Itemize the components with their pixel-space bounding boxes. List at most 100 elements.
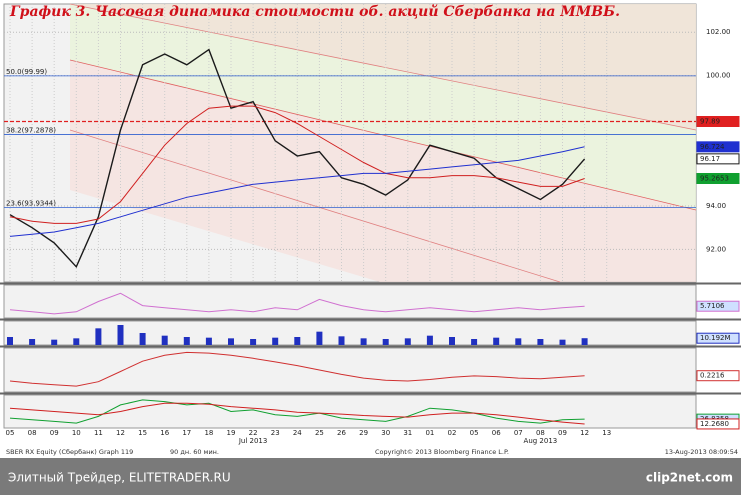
volume-bar	[294, 337, 301, 345]
volume-bar	[426, 335, 433, 345]
volume-bar	[117, 325, 124, 345]
x-tick-label: 26	[337, 429, 346, 437]
indicator-panel	[3, 284, 697, 319]
footer-copyright: Copyright© 2013 Bloomberg Finance L.P.	[375, 448, 509, 456]
period-label: Aug 2013	[524, 437, 558, 445]
banner	[0, 458, 741, 495]
channel-line	[69, 3, 697, 131]
x-tick-label: 17	[182, 429, 191, 437]
volume-bar	[471, 339, 478, 345]
x-tick-label: 11	[94, 429, 103, 437]
volume-bar	[73, 338, 80, 345]
x-tick-label: 12	[580, 429, 589, 437]
fib-label: 50.0(99.99)	[6, 68, 47, 76]
x-tick-label: 05	[6, 429, 15, 437]
x-tick-label: 02	[448, 429, 457, 437]
x-tick-label: 16	[160, 429, 169, 437]
volume-bar	[250, 339, 257, 345]
x-tick-label: 15	[138, 429, 147, 437]
x-tick-label: 30	[381, 429, 390, 437]
footer-period: 90 дн. 60 мин.	[170, 448, 219, 456]
panel-label: 0.2216	[700, 372, 725, 380]
indicator-panel	[3, 347, 697, 393]
x-tick-label: 18	[204, 429, 213, 437]
x-tick-label: 07	[514, 429, 523, 437]
panel-tag	[696, 370, 740, 382]
panel-label: 12.2680	[700, 420, 729, 428]
level-tag	[696, 115, 740, 127]
series-line	[9, 402, 585, 425]
panel-tag	[696, 300, 740, 312]
volume-bar	[7, 337, 13, 345]
series-line	[9, 146, 585, 237]
volume-bar	[161, 335, 168, 345]
panel-tag	[696, 332, 740, 344]
x-tick-label: 19	[227, 429, 236, 437]
panel-label: 5.7106	[700, 302, 725, 310]
volume-bar	[272, 337, 279, 345]
fib-label: 23.6(93.9344)	[6, 199, 56, 207]
volume-bar	[139, 333, 146, 345]
x-tick-label: 10	[72, 429, 81, 437]
volume-bar	[183, 337, 190, 345]
channel-line	[69, 59, 697, 211]
series-line	[9, 351, 585, 387]
x-tick-label: 13	[602, 429, 611, 437]
y-tick-label: 92.00	[706, 245, 726, 253]
level-tag	[696, 141, 740, 153]
x-tick-label: 25	[315, 429, 324, 437]
volume-bar	[205, 337, 212, 345]
volume-bar	[360, 338, 367, 345]
footer-ticker: SBER RX Equity (Сбербанк) Graph 119	[6, 448, 133, 456]
volume-bar	[95, 328, 102, 345]
level-label: 96.17	[700, 155, 720, 163]
x-tick-label: 31	[403, 429, 412, 437]
volume-bar	[228, 338, 234, 345]
y-tick-label: 102.00	[706, 28, 731, 36]
x-tick-label: 01	[425, 429, 434, 437]
x-tick-label: 05	[470, 429, 479, 437]
footer-timestamp: 13-Aug-2013 08:09:54	[665, 448, 738, 456]
x-tick-label: 24	[293, 429, 302, 437]
y-tick-label: 94.00	[706, 202, 726, 210]
series-line	[9, 292, 585, 315]
volume-bar	[51, 339, 58, 345]
level-tag	[696, 153, 740, 165]
banner-left: Элитный Трейдер, ELITETRADER.RU	[8, 471, 231, 485]
level-label: 96.724	[700, 143, 725, 151]
level-tag	[696, 173, 740, 185]
channel-line	[69, 129, 561, 283]
volume-bar	[581, 338, 588, 345]
volume-bar	[559, 339, 566, 345]
panel-label: 10.192M	[700, 334, 731, 342]
x-tick-label: 29	[359, 429, 368, 437]
banner-right: clip2net.com	[646, 471, 733, 485]
period-label: Jul 2013	[238, 437, 268, 445]
x-tick-label: 08	[536, 429, 545, 437]
x-tick-label: 09	[558, 429, 567, 437]
indicator-panel	[3, 320, 697, 346]
volume-bar	[537, 339, 544, 345]
channel-lower-band	[70, 60, 696, 282]
series-line	[9, 48, 586, 269]
volume-bar	[382, 339, 389, 345]
volume-bar	[493, 337, 500, 345]
x-tick-label: 08	[28, 429, 37, 437]
level-label: 97.89	[700, 117, 720, 125]
level-label: 95.2653	[700, 175, 729, 183]
x-tick-label: 09	[50, 429, 59, 437]
volume-bar	[515, 338, 522, 345]
volume-bar	[404, 338, 411, 345]
series-line	[9, 105, 585, 224]
panel-tag	[696, 418, 740, 430]
volume-bar	[338, 336, 345, 345]
x-tick-label: 06	[492, 429, 501, 437]
volume-bar	[449, 337, 455, 345]
y-tick-label: 100.00	[706, 72, 731, 80]
fib-label: 38.2(97.2878)	[6, 127, 56, 135]
chart-title: График 3. Часовая динамика стоимости об.…	[9, 3, 620, 20]
x-tick-label: 23	[271, 429, 280, 437]
x-tick-label: 12	[116, 429, 125, 437]
